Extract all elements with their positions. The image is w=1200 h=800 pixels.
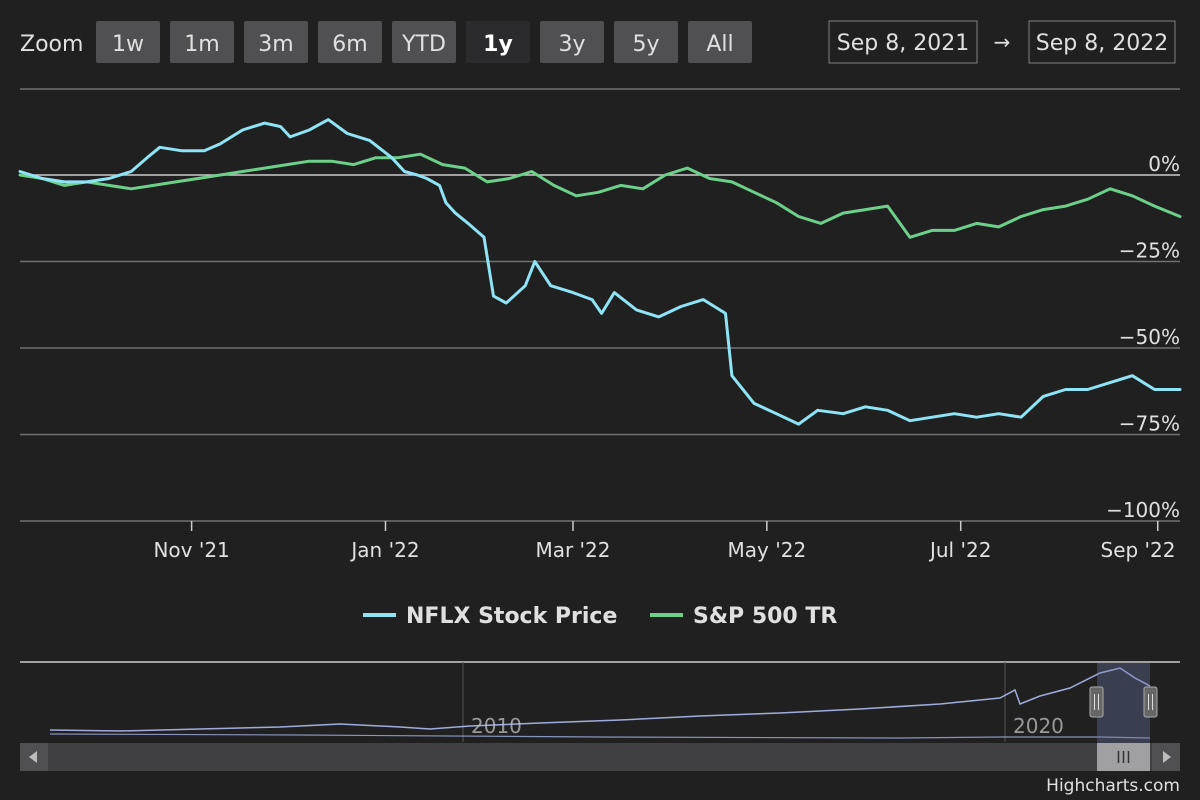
navigator-series-sp500 — [49, 733, 1151, 739]
zoom-button-label: 1w — [112, 32, 144, 57]
x-tick-label: Jul '22 — [928, 538, 991, 562]
zoom-button-label: 6m — [332, 32, 367, 57]
zoom-button-5y[interactable]: 5y — [614, 21, 678, 63]
legend-label-sp500: S&P 500 TR — [693, 604, 837, 629]
legend: NFLX Stock Price S&P 500 TR — [363, 604, 837, 629]
zoom-button-label: 1m — [184, 32, 219, 57]
scrollbar-left-button[interactable] — [20, 743, 48, 771]
navigator-selection[interactable] — [1097, 663, 1150, 743]
x-tick-label: May '22 — [728, 538, 807, 562]
from-date-text: Sep 8, 2021 — [837, 31, 969, 56]
from-date-input[interactable] — [828, 20, 978, 64]
zoom-button-1y[interactable]: 1y — [466, 21, 530, 63]
legend-item-sp500[interactable]: S&P 500 TR — [650, 604, 837, 629]
navigator-handle-left[interactable] — [1089, 686, 1104, 718]
scrollbar-thumb[interactable] — [1097, 743, 1150, 771]
zoom-button-1w[interactable]: 1w — [96, 21, 160, 63]
to-date-input[interactable] — [1028, 20, 1176, 64]
y-tick-label: −75% — [1119, 412, 1180, 436]
chevron-left-icon — [29, 751, 37, 763]
navigator-label-2020: 2020 — [1013, 714, 1064, 738]
y-tick-label: −100% — [1106, 498, 1180, 522]
scrollbar-right-button[interactable] — [1152, 743, 1180, 771]
series-line-nflx[interactable] — [18, 118, 1182, 426]
zoom-button-label: 3m — [258, 32, 293, 57]
range-selector: Zoom 1w 1m 3m 6m YTD 1y 3y 5y All Sep 8, 2021 → … — [20, 20, 1176, 64]
zoom-button-all[interactable]: All — [688, 21, 752, 63]
highcharts-credit-link[interactable]: Highcharts.com — [1046, 776, 1180, 796]
to-date-text: Sep 8, 2022 — [1036, 31, 1168, 56]
zoom-label: Zoom — [20, 32, 83, 57]
zoom-button-label: 5y — [632, 32, 659, 57]
zoom-button-label: 3y — [558, 32, 585, 57]
zoom-button-label: 1y — [483, 32, 513, 57]
navigator-series-nflx — [49, 667, 1151, 732]
plot-area: 0% −25% −50% −75% −100% Nov '21 Jan '22 Mar '2… — [18, 88, 1182, 562]
y-tick-label: −50% — [1119, 325, 1180, 349]
zoom-button-ytd[interactable]: YTD — [392, 21, 456, 63]
x-tick-label: Mar '22 — [535, 538, 610, 562]
zoom-button-label: YTD — [401, 32, 446, 57]
legend-label-nflx: NFLX Stock Price — [406, 604, 617, 629]
x-tick-label: Jan '22 — [349, 538, 419, 562]
zoom-button-3y[interactable]: 3y — [540, 21, 604, 63]
zoom-button-3m[interactable]: 3m — [244, 21, 308, 63]
y-tick-label: 0% — [1148, 152, 1180, 176]
zoom-button-label: All — [706, 32, 733, 57]
navigator: 2010 2020 — [20, 661, 1180, 771]
legend-item-nflx[interactable]: NFLX Stock Price — [363, 604, 617, 629]
series-line-sp500[interactable] — [18, 152, 1182, 239]
navigator-handle-right[interactable] — [1143, 686, 1158, 718]
chevron-right-icon — [1163, 751, 1171, 763]
y-tick-label: −25% — [1119, 239, 1180, 263]
zoom-button-1m[interactable]: 1m — [170, 21, 234, 63]
x-tick-label: Nov '21 — [153, 538, 229, 562]
zoom-button-6m[interactable]: 6m — [318, 21, 382, 63]
date-arrow: → — [994, 30, 1011, 54]
x-tick-label: Sep '22 — [1101, 538, 1176, 562]
scrollbar-track[interactable] — [20, 743, 1180, 771]
